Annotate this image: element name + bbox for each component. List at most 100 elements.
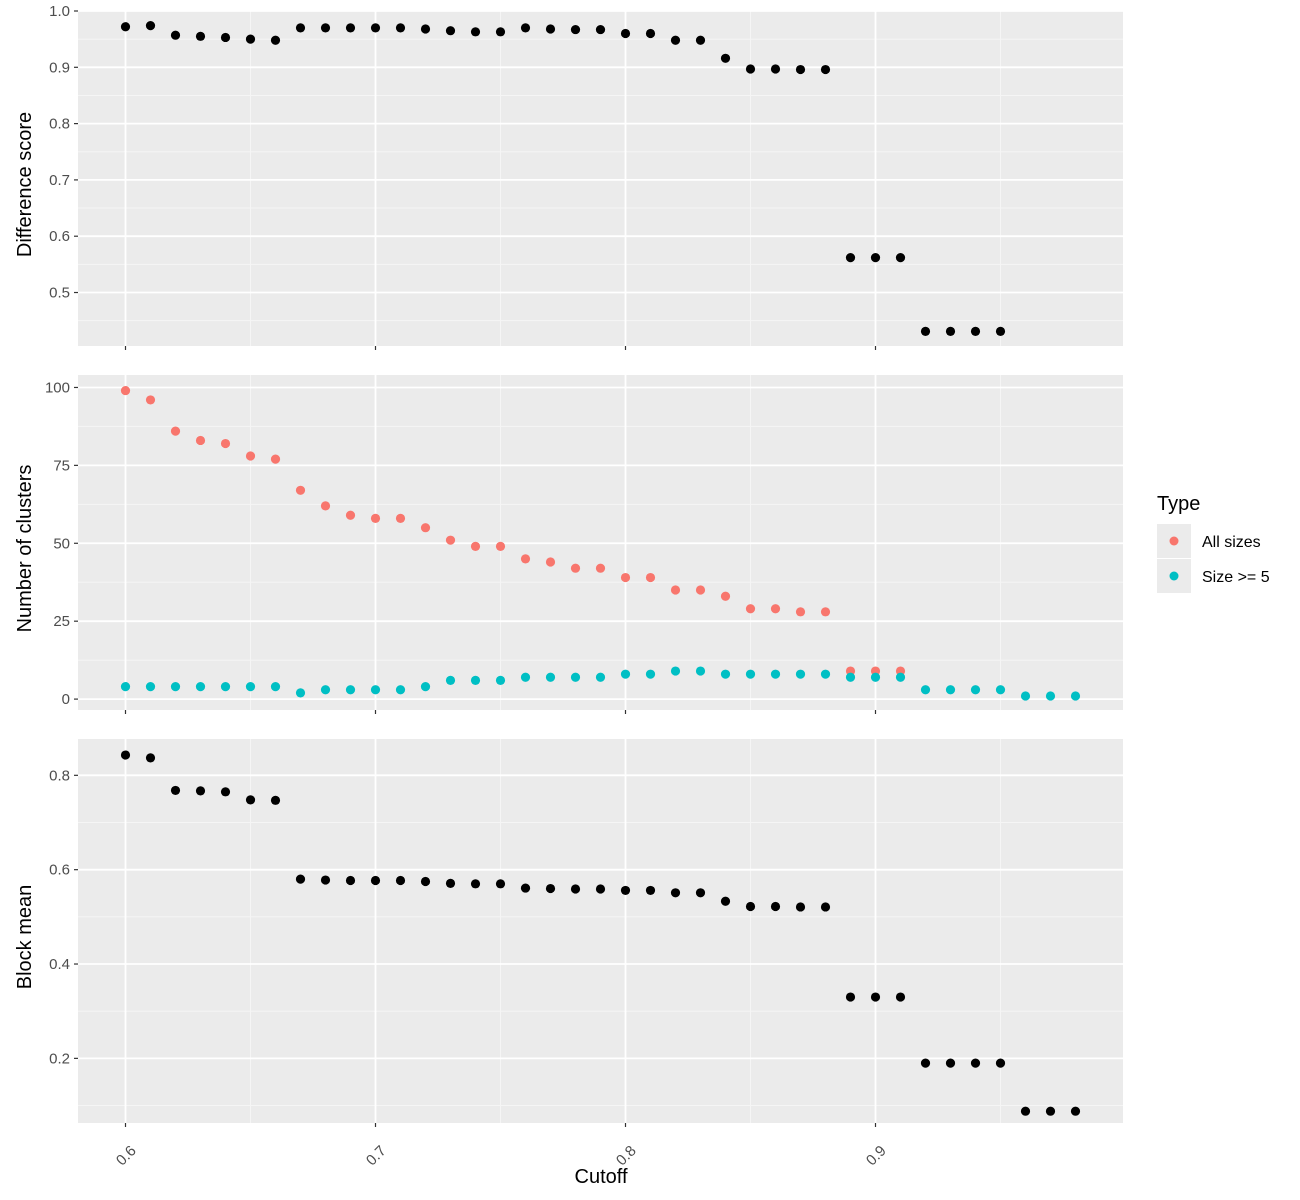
data-point	[370, 875, 381, 886]
data-point	[720, 591, 731, 601]
data-point	[295, 874, 306, 884]
data-point	[345, 510, 356, 520]
data-point	[995, 1058, 1006, 1068]
data-point	[470, 675, 481, 685]
data-point	[220, 32, 231, 43]
data-point	[520, 23, 531, 33]
data-point	[620, 669, 631, 679]
data-point	[395, 685, 406, 695]
data-point	[345, 685, 356, 695]
data-point	[170, 426, 181, 436]
data-point	[670, 666, 681, 676]
legend-label-size-ge-5: Size >= 5	[1202, 569, 1270, 586]
data-point	[970, 685, 981, 695]
data-point	[920, 1058, 931, 1068]
data-point	[420, 682, 431, 692]
data-point	[120, 750, 131, 760]
data-point	[770, 901, 781, 912]
panel-2: 0 25 50 75 100 Number of clusters	[14, 375, 1123, 714]
data-point	[645, 669, 656, 679]
data-point	[445, 675, 456, 685]
data-point	[645, 28, 656, 39]
series-1	[120, 385, 906, 676]
data-point	[595, 24, 606, 35]
data-point	[945, 685, 956, 695]
data-point	[295, 485, 306, 495]
data-point	[295, 23, 306, 33]
data-point	[595, 563, 606, 573]
data-point	[1020, 691, 1031, 701]
data-point	[320, 23, 331, 33]
y-tick-label: 0.6	[49, 862, 70, 879]
data-point	[170, 682, 181, 692]
y-tick-label: 0.6	[49, 228, 70, 245]
data-point	[395, 513, 406, 523]
y-tick-label: 50	[53, 535, 70, 552]
y-tick-label: 0.4	[49, 956, 70, 973]
data-point	[245, 34, 256, 44]
data-point	[520, 554, 531, 564]
data-point	[1070, 691, 1081, 701]
data-point	[395, 875, 406, 886]
data-point	[720, 669, 731, 679]
panel-3: 0.2 0.4 0.6 0.8 Block mean	[14, 739, 1123, 1127]
data-point	[220, 787, 231, 797]
series-1	[120, 750, 1081, 1116]
y-tick-label: 100	[45, 379, 70, 396]
data-point	[795, 669, 806, 679]
data-point	[470, 541, 481, 551]
data-point	[770, 669, 781, 679]
y-tick-label: 0.5	[49, 285, 70, 302]
data-point	[720, 896, 731, 906]
x-tick-label: 0.7	[363, 1142, 390, 1169]
series-1	[120, 21, 1006, 336]
data-point	[220, 682, 231, 692]
x-tick-label: 0.6	[113, 1142, 140, 1169]
data-point	[970, 1058, 981, 1068]
y-tick-label: 0.8	[49, 767, 70, 784]
data-point	[695, 585, 706, 595]
data-point	[270, 454, 281, 464]
data-point	[745, 901, 756, 912]
data-point	[720, 53, 731, 63]
data-point	[770, 64, 781, 74]
data-point	[270, 682, 281, 692]
data-point	[195, 786, 206, 796]
legend-key-all-sizes	[1169, 536, 1179, 546]
data-point	[1045, 1106, 1056, 1116]
data-point	[145, 21, 156, 31]
y-axis-title: Number of clusters	[14, 465, 36, 633]
data-point	[320, 875, 331, 885]
data-point	[570, 24, 581, 35]
data-point	[345, 875, 356, 886]
data-point	[470, 27, 481, 37]
legend-key-size-ge-5	[1169, 571, 1179, 581]
data-point	[370, 23, 381, 33]
data-point	[170, 785, 181, 796]
data-point	[895, 992, 906, 1002]
data-point	[270, 35, 281, 45]
data-point	[270, 795, 281, 805]
data-point	[545, 24, 556, 34]
data-point	[645, 572, 656, 583]
y-tick-label: 1.0	[49, 3, 70, 20]
data-point	[470, 879, 481, 889]
data-point	[195, 682, 206, 692]
data-point	[795, 64, 806, 75]
data-point	[595, 672, 606, 682]
data-point	[770, 604, 781, 614]
data-point	[445, 26, 456, 36]
data-point	[570, 884, 581, 894]
data-point	[420, 24, 431, 34]
data-point	[495, 27, 506, 37]
series-2	[120, 666, 1081, 701]
data-point	[395, 23, 406, 33]
data-point	[870, 992, 881, 1002]
data-point	[970, 326, 981, 336]
y-tick-label: 0.7	[49, 172, 70, 189]
chart-panels: 0.5 0.6 0.7 0.8 0.9 1.0 Difference score 0 25 50 7…	[14, 3, 1123, 1127]
data-point	[695, 666, 706, 676]
data-point	[795, 902, 806, 912]
data-point	[595, 884, 606, 894]
